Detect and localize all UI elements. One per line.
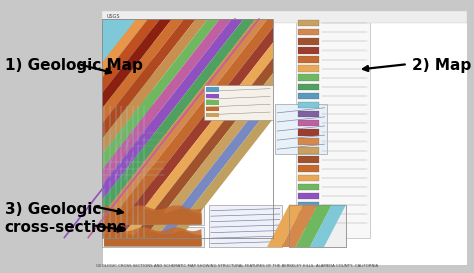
Text: 3) Geologic
cross-sections: 3) Geologic cross-sections: [5, 201, 127, 235]
Bar: [206, 107, 219, 111]
Bar: [298, 156, 319, 163]
Bar: [102, 19, 153, 238]
Text: 1) Geologic Map: 1) Geologic Map: [5, 58, 143, 73]
Polygon shape: [25, 19, 208, 238]
Polygon shape: [282, 205, 318, 247]
Bar: [102, 11, 467, 23]
Polygon shape: [267, 205, 303, 247]
Bar: [298, 184, 319, 190]
Bar: [298, 56, 319, 63]
Polygon shape: [37, 19, 219, 238]
Bar: [102, 227, 204, 247]
Bar: [298, 20, 319, 26]
Bar: [298, 165, 319, 172]
Polygon shape: [0, 19, 160, 238]
Bar: [298, 102, 319, 108]
Polygon shape: [61, 19, 244, 238]
Bar: [289, 205, 346, 247]
Bar: [298, 220, 319, 227]
Text: USGS: USGS: [107, 14, 120, 19]
Bar: [102, 127, 166, 153]
Polygon shape: [0, 19, 148, 238]
Polygon shape: [109, 19, 292, 238]
Polygon shape: [168, 19, 351, 238]
Bar: [102, 11, 467, 265]
Bar: [204, 85, 273, 120]
Bar: [275, 104, 327, 154]
Bar: [298, 129, 319, 136]
Bar: [298, 174, 319, 181]
Bar: [298, 47, 319, 54]
Bar: [102, 156, 166, 182]
Bar: [206, 87, 219, 92]
Bar: [102, 205, 204, 225]
Bar: [298, 120, 319, 126]
Bar: [298, 138, 319, 145]
Bar: [298, 202, 319, 208]
Polygon shape: [310, 205, 346, 247]
Text: 2) Map Legend: 2) Map Legend: [412, 58, 474, 73]
Polygon shape: [156, 19, 339, 238]
Bar: [298, 29, 319, 35]
Bar: [102, 19, 273, 238]
Bar: [298, 93, 319, 99]
Bar: [298, 211, 319, 218]
Polygon shape: [145, 19, 327, 238]
Bar: [206, 100, 219, 105]
Bar: [289, 205, 346, 247]
Bar: [206, 94, 219, 98]
Polygon shape: [1, 19, 184, 238]
Bar: [296, 19, 370, 238]
Polygon shape: [97, 19, 279, 238]
Bar: [206, 113, 219, 117]
Bar: [298, 147, 319, 154]
Bar: [298, 193, 319, 199]
Polygon shape: [49, 19, 232, 238]
Bar: [298, 111, 319, 117]
Polygon shape: [0, 19, 172, 238]
Bar: [209, 205, 282, 247]
Text: GEOLOGIC CROSS SECTIONS AND SCHEMATIC MAP SHOWING STRUCTURAL FEATURES OF THE BER: GEOLOGIC CROSS SECTIONS AND SCHEMATIC MA…: [96, 263, 378, 268]
Polygon shape: [296, 205, 332, 247]
Bar: [298, 84, 319, 90]
Bar: [298, 38, 319, 44]
Polygon shape: [13, 19, 196, 238]
Polygon shape: [73, 19, 255, 238]
Bar: [298, 65, 319, 72]
Polygon shape: [133, 19, 315, 238]
Bar: [298, 75, 319, 81]
Polygon shape: [85, 19, 267, 238]
Polygon shape: [121, 19, 303, 238]
